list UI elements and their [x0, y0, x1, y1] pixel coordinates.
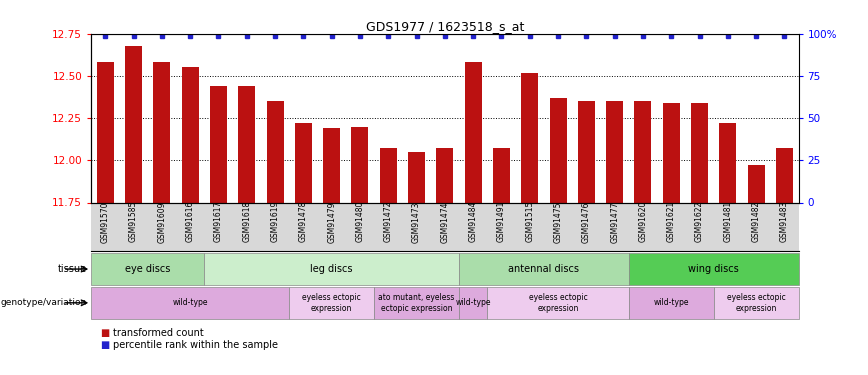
Bar [464, 62, 482, 202]
Text: tissue: tissue [57, 264, 87, 274]
Text: ato mutant, eyeless
ectopic expression: ato mutant, eyeless ectopic expression [378, 293, 455, 312]
Text: eyeless ectopic
expression: eyeless ectopic expression [529, 293, 588, 312]
Text: ■: ■ [100, 328, 109, 338]
Bar [720, 123, 736, 202]
Bar [487, 287, 628, 319]
Bar [289, 287, 374, 319]
Text: leg discs: leg discs [311, 264, 353, 274]
Bar [691, 103, 708, 202]
Bar [181, 68, 199, 203]
Bar [97, 62, 114, 202]
Bar [154, 62, 170, 202]
Bar [747, 165, 765, 202]
Bar [125, 46, 142, 203]
Bar [578, 101, 595, 202]
Text: antennal discs: antennal discs [509, 264, 579, 274]
Bar [295, 123, 312, 202]
Bar [493, 148, 510, 202]
Bar [459, 253, 628, 285]
Bar [266, 101, 284, 202]
Text: ■: ■ [100, 340, 109, 350]
Bar [408, 152, 425, 202]
Bar [522, 73, 538, 202]
Text: wild-type: wild-type [654, 298, 689, 307]
Bar [437, 148, 453, 202]
Bar [549, 98, 567, 202]
Bar [776, 148, 792, 202]
Bar [204, 253, 459, 285]
Title: GDS1977 / 1623518_s_at: GDS1977 / 1623518_s_at [365, 20, 524, 33]
Bar [606, 101, 623, 202]
Bar [210, 86, 227, 202]
Bar [374, 287, 459, 319]
Bar [628, 253, 799, 285]
Bar [91, 287, 289, 319]
Text: wild-type: wild-type [173, 298, 208, 307]
Bar [239, 86, 255, 202]
Text: eye discs: eye discs [125, 264, 170, 274]
Bar [635, 101, 651, 202]
Text: percentile rank within the sample: percentile rank within the sample [113, 340, 278, 350]
Bar [352, 127, 368, 202]
Bar [380, 148, 397, 202]
Bar [323, 128, 340, 202]
Bar [713, 287, 799, 319]
Text: genotype/variation: genotype/variation [1, 298, 87, 307]
Bar [663, 103, 680, 202]
Text: transformed count: transformed count [113, 328, 204, 338]
Text: eyeless ectopic
expression: eyeless ectopic expression [727, 293, 786, 312]
Bar [628, 287, 713, 319]
Bar [459, 287, 487, 319]
Text: wing discs: wing discs [688, 264, 739, 274]
Bar [91, 253, 204, 285]
Text: eyeless ectopic
expression: eyeless ectopic expression [302, 293, 361, 312]
Text: wild-type: wild-type [456, 298, 491, 307]
